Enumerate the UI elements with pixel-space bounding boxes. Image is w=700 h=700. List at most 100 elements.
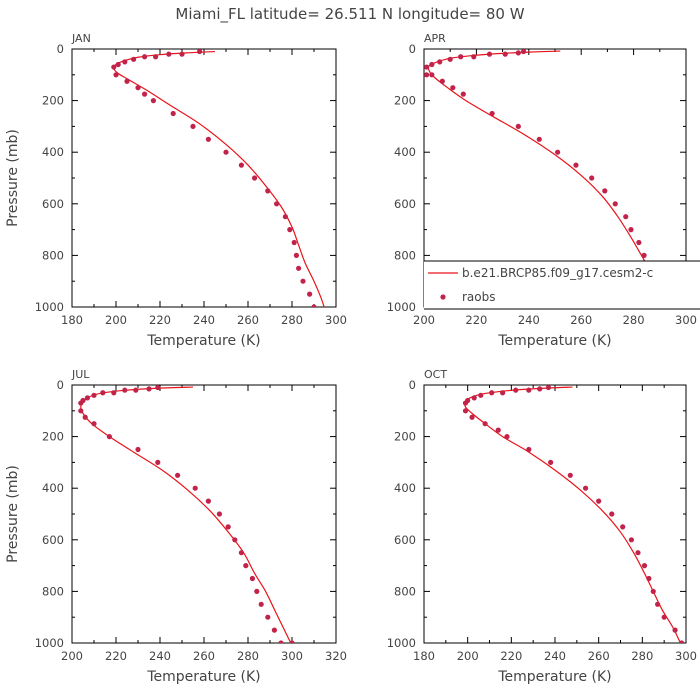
raobs-point <box>628 227 634 233</box>
raobs-point <box>293 252 299 258</box>
x-tick-label: 200 <box>61 649 83 663</box>
legend-obs-label: raobs <box>462 290 496 304</box>
y-tick-label: 800 <box>394 584 416 598</box>
x-tick-label: 200 <box>105 313 127 327</box>
raobs-point <box>265 614 271 620</box>
raobs-point <box>223 149 229 155</box>
raobs-point <box>243 563 249 569</box>
raobs-point <box>495 427 501 433</box>
raobs-point <box>537 386 543 392</box>
raobs-point <box>170 110 176 117</box>
model-series-line <box>113 50 325 307</box>
y-tick-label: 800 <box>42 584 64 598</box>
y-tick-label: 400 <box>394 145 416 159</box>
raobs-point <box>679 640 685 643</box>
raobs-point <box>447 56 453 62</box>
panel-jan: 180 200 220 240 260 280 300 0 200 400 600 800 1000 JA… <box>5 32 347 349</box>
raobs-point <box>238 550 244 556</box>
x-tick-label: 220 <box>500 649 522 663</box>
panel-oct: 180 200 220 240 260 280 300 0 200 400 600 800 1000 OC… <box>387 368 697 685</box>
raobs-point <box>238 162 244 168</box>
raobs-point <box>612 201 618 207</box>
panel-apr: 200 220 240 260 280 300 0 200 400 600 800 1000 APR Te… <box>387 32 700 349</box>
raobs-point <box>478 392 484 398</box>
raobs-point <box>439 78 445 84</box>
raobs-point <box>190 123 196 129</box>
raobs-point <box>82 414 88 420</box>
y-axis-title: Pressure (mb) <box>5 465 21 563</box>
y-tick-label: 0 <box>409 42 416 56</box>
raobs-point <box>471 54 477 60</box>
raobs-point <box>545 385 552 391</box>
x-axis-title: Temperature (K) <box>497 333 611 349</box>
raobs-point <box>300 278 306 284</box>
y-tick-label: 600 <box>394 533 416 547</box>
raobs-point <box>573 162 579 168</box>
y-tick-label: 600 <box>394 197 416 211</box>
raobs-point <box>142 91 148 97</box>
raobs-point <box>582 485 589 491</box>
raobs-point <box>100 390 106 396</box>
raobs-point <box>641 252 647 258</box>
raobs-point <box>84 395 90 401</box>
raobs-point <box>655 601 661 607</box>
raobs-point <box>429 61 435 68</box>
raobs-point <box>609 511 615 517</box>
raobs-point <box>278 640 284 643</box>
y-tick-label: 200 <box>42 94 64 108</box>
raobs-point <box>311 304 317 307</box>
raobs-point <box>502 51 508 57</box>
raobs-point <box>646 575 652 582</box>
panel-label: OCT <box>424 368 447 381</box>
raobs-point <box>504 434 510 440</box>
plot-frame-jul <box>71 384 337 644</box>
raobs-point <box>252 175 258 181</box>
raobs-point <box>135 85 141 91</box>
y-tick-label: 400 <box>394 481 416 495</box>
raobs-point <box>482 421 488 427</box>
raobs-point <box>150 98 156 104</box>
raobs-point <box>636 239 642 246</box>
raobs-point <box>589 175 595 181</box>
y-tick-label: 1000 <box>35 636 64 650</box>
raobs-point <box>526 387 532 393</box>
raobs-point <box>146 386 152 392</box>
x-axis-title: Temperature (K) <box>146 669 260 685</box>
raobs-point <box>249 575 255 582</box>
x-tick-label: 300 <box>325 313 347 327</box>
y-tick-label: 200 <box>394 94 416 108</box>
model-series-line <box>80 386 292 643</box>
raobs-point <box>620 524 626 530</box>
y-tick-label: 800 <box>42 248 64 262</box>
x-tick-label: 280 <box>237 649 259 663</box>
raobs-point <box>424 64 430 70</box>
y-tick-label: 800 <box>394 248 416 262</box>
raobs-point <box>124 78 130 84</box>
raobs-point <box>471 395 477 401</box>
y-tick-label: 600 <box>42 533 64 547</box>
x-tick-label: 260 <box>570 313 592 327</box>
raobs-point <box>567 472 573 478</box>
raobs-point <box>628 537 635 543</box>
raobs-point <box>131 56 137 62</box>
raobs-point <box>153 54 159 60</box>
raobs-point <box>258 601 264 607</box>
raobs-point <box>548 459 554 465</box>
x-tick-label: 260 <box>588 649 610 663</box>
y-tick-label: 200 <box>42 430 64 444</box>
raobs-point <box>265 188 271 194</box>
x-tick-label: 180 <box>413 649 435 663</box>
raobs-point <box>113 72 119 78</box>
raobs-point <box>536 136 542 142</box>
raobs-point <box>450 85 456 91</box>
raobs-point <box>205 136 211 142</box>
raobs-point <box>232 537 238 543</box>
raobs-point <box>225 524 231 530</box>
x-tick-label: 320 <box>325 649 347 663</box>
raobs-point <box>635 550 641 556</box>
y-tick-label: 600 <box>42 197 64 211</box>
raobs-point <box>166 51 172 57</box>
raobs-point <box>106 434 112 440</box>
raobs-point <box>526 446 532 453</box>
